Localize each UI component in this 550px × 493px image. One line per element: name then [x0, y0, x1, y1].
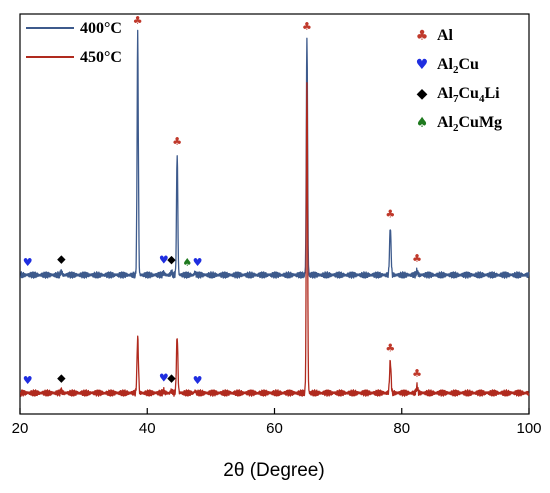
- legend-label-0: 400°C: [80, 20, 122, 37]
- phase-marker: ♥: [23, 374, 33, 387]
- x-axis-title: 2θ (Degree): [223, 460, 324, 481]
- phase-marker: ♣: [412, 367, 422, 380]
- phase-marker: ♥: [193, 256, 203, 269]
- series-line-0: [19, 29, 530, 279]
- phase-marker: ♣: [385, 208, 395, 221]
- x-tick-label: 80: [393, 420, 410, 437]
- phase-legend-part: Li: [484, 85, 500, 102]
- x-tick-label: 100: [516, 420, 541, 437]
- phase-legend-part: Al: [437, 114, 454, 131]
- phase-legend-label: Al2Cu: [437, 56, 479, 76]
- phase-legend-part: 2: [453, 122, 459, 134]
- phase-legend-part: Cu: [459, 56, 480, 73]
- phase-marker: ♥: [23, 256, 33, 269]
- phase-marker: ♣: [385, 341, 395, 354]
- x-tick-label: 20: [12, 420, 29, 437]
- phase-marker: ♣: [412, 252, 422, 265]
- phase-marker: ♥: [159, 254, 169, 267]
- phase-marker: ♠: [182, 256, 192, 269]
- legend-label-1: 450°C: [80, 49, 122, 66]
- phase-marker: ◆: [167, 372, 176, 385]
- phase-legend-symbol: ♠: [416, 115, 429, 131]
- phase-marker: ◆: [167, 253, 176, 266]
- phase-legend-part: CuMg: [459, 114, 503, 131]
- phase-marker: ◆: [57, 372, 66, 385]
- phase-legend-part: Al: [437, 27, 454, 44]
- phase-marker: ♥: [193, 374, 203, 387]
- x-axis: 20 40 60 80 100: [12, 408, 542, 437]
- phase-legend-part: Al: [437, 85, 454, 102]
- phase-legend-label: Al2CuMg: [437, 114, 502, 134]
- series-layer: [19, 29, 530, 397]
- phase-legend-label: Al7Cu4Li: [437, 85, 500, 105]
- phase-legend-symbol: ◆: [417, 86, 428, 102]
- series-line-1: [19, 82, 530, 397]
- phase-marker: ♣: [302, 20, 312, 33]
- x-tick-label: 40: [139, 420, 156, 437]
- phase-legend-symbol: ♥: [416, 57, 429, 73]
- phase-legend-part: 2: [453, 64, 459, 76]
- phase-legend-symbol: ♣: [416, 28, 429, 44]
- phase-marker: ◆: [57, 252, 66, 265]
- phase-legend-part: Al: [437, 56, 454, 73]
- phase-marker-layer: ♥ ◆♣♥◆♣♠ ♥♣♣♣♥ ◆ ♥◆ ♥♣♣: [23, 14, 422, 387]
- phase-legend-part: Cu: [459, 85, 480, 102]
- phase-marker: ♣: [133, 14, 143, 27]
- x-tick-label: 60: [266, 420, 283, 437]
- phase-marker: ♥: [159, 372, 169, 385]
- phase-legend-part: 7: [453, 93, 459, 105]
- phase-legend-part: 4: [479, 93, 485, 105]
- phase-legend-label: Al: [437, 27, 454, 44]
- phase-marker: ♣: [172, 135, 182, 148]
